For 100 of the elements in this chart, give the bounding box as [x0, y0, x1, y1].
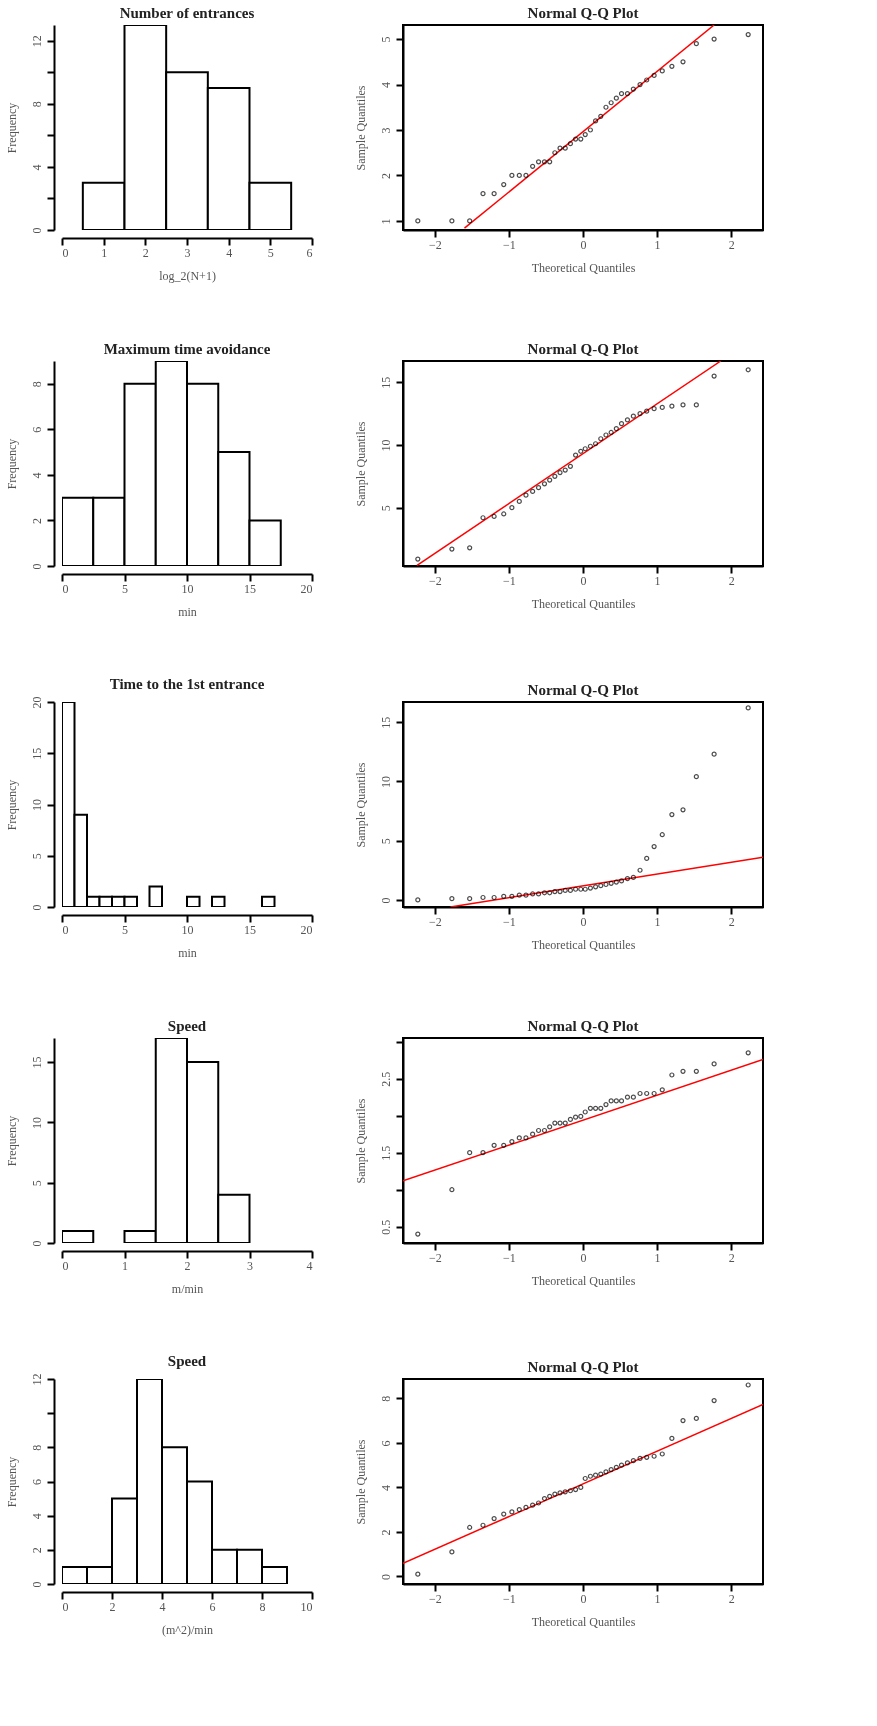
x-tick-label: 4 — [226, 245, 233, 260]
point — [547, 890, 553, 896]
point — [578, 448, 584, 454]
y-tick-label: 5 — [378, 838, 393, 845]
point — [669, 1072, 675, 1078]
point — [582, 131, 588, 138]
point — [592, 884, 599, 890]
x-axis-title: Theoretical Quantiles — [531, 596, 636, 611]
point — [613, 879, 619, 885]
point — [523, 172, 529, 179]
point — [582, 446, 588, 452]
x-axis-title: (m^2)/min — [162, 1622, 213, 1637]
point — [680, 807, 686, 813]
point — [637, 1455, 643, 1462]
point — [567, 1488, 574, 1494]
point — [618, 1462, 625, 1468]
chart-title: Speed — [167, 1353, 207, 1369]
point — [467, 1524, 473, 1531]
point — [587, 127, 594, 133]
x-tick-label: −2 — [428, 914, 442, 929]
chart-title: Time to the 1st entrance — [109, 676, 265, 692]
chart-title: Normal Q-Q Plot — [527, 341, 639, 357]
point — [630, 86, 636, 92]
chart-title: Number of entrances — [119, 5, 255, 21]
y-tick-label: 4 — [378, 82, 393, 89]
x-tick-label: 5 — [122, 922, 128, 937]
point — [572, 452, 579, 458]
x-tick-label: 2 — [728, 914, 735, 929]
x-tick-label: 10 — [181, 581, 194, 596]
point — [567, 1116, 574, 1122]
point — [592, 1105, 599, 1111]
x-tick-label: 3 — [247, 1258, 253, 1273]
x-tick-label: 0 — [580, 1250, 587, 1265]
point — [562, 145, 568, 151]
point — [572, 1114, 579, 1120]
point — [567, 887, 574, 894]
point — [624, 417, 631, 423]
point — [711, 36, 717, 42]
point — [541, 1127, 548, 1134]
point — [659, 404, 665, 410]
point — [613, 1464, 619, 1470]
point — [530, 488, 536, 494]
x-tick-label: 1 — [654, 1250, 661, 1265]
point — [509, 172, 515, 179]
y-tick-label: 6 — [29, 426, 44, 433]
y-tick-label: 8 — [29, 101, 44, 108]
y-tick-label: 2 — [378, 172, 393, 179]
point — [449, 546, 455, 552]
point — [680, 1068, 686, 1074]
point — [552, 473, 558, 479]
point — [608, 429, 614, 436]
point — [608, 100, 614, 106]
point — [415, 1571, 421, 1577]
point — [491, 1515, 497, 1522]
x-tick-label: 10 — [181, 922, 194, 937]
point — [567, 141, 574, 147]
point — [669, 1435, 675, 1442]
point — [693, 774, 699, 780]
x-tick-label: 1 — [101, 245, 108, 260]
y-tick-label: 4 — [29, 1513, 44, 1520]
x-tick-label: 0 — [580, 1591, 587, 1606]
point — [592, 441, 599, 447]
y-tick-label: 4 — [29, 472, 44, 479]
x-tick-label: −1 — [503, 573, 516, 588]
point — [711, 1397, 717, 1404]
point — [608, 1098, 614, 1104]
point — [587, 885, 594, 891]
point — [547, 1124, 553, 1130]
point — [659, 1087, 665, 1093]
y-axis-title: Sample Quantiles — [353, 421, 368, 507]
x-tick-label: 0 — [62, 1599, 69, 1614]
x-axis-title: Theoretical Quantiles — [531, 1614, 636, 1629]
y-tick-label: 10 — [378, 439, 393, 452]
x-tick-label: 5 — [122, 581, 128, 596]
point — [501, 511, 507, 517]
x-tick-label: 2 — [142, 245, 149, 260]
point — [572, 136, 579, 142]
point — [516, 892, 522, 898]
point — [449, 896, 455, 902]
x-tick-label: 10 — [300, 1599, 313, 1614]
point — [608, 1467, 614, 1473]
point — [557, 1120, 563, 1126]
y-tick-label: 5 — [29, 853, 44, 860]
x-axis-title: Theoretical Quantiles — [531, 1273, 636, 1288]
point — [669, 811, 675, 818]
x-tick-label: −2 — [428, 237, 442, 252]
point — [516, 1507, 522, 1513]
point — [624, 91, 631, 97]
y-tick-label: 2 — [29, 517, 44, 524]
y-tick-label: 0 — [29, 227, 44, 234]
point — [651, 406, 657, 412]
point — [711, 373, 717, 379]
y-tick-label: 1.5 — [378, 1145, 393, 1161]
x-axis-title: log_2(N+1) — [159, 268, 216, 283]
x-tick-label: −1 — [503, 1591, 516, 1606]
x-tick-label: 1 — [654, 573, 661, 588]
point — [669, 403, 675, 409]
x-axis-title: m/min — [171, 1281, 204, 1296]
point — [582, 1475, 588, 1482]
point — [501, 893, 507, 899]
